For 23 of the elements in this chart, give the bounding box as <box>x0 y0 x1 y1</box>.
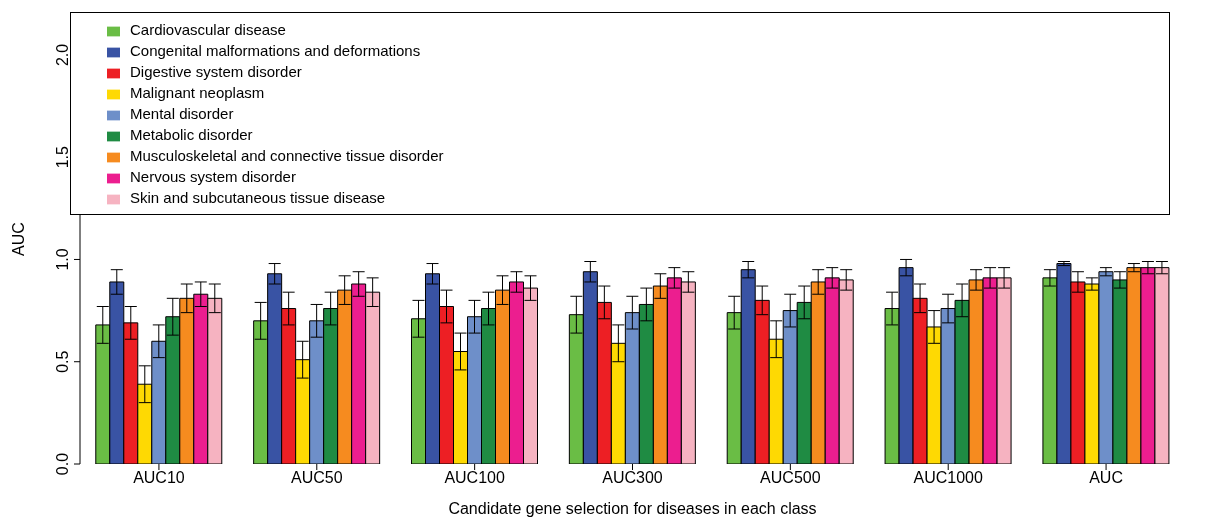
legend-label: Malignant neoplasm <box>130 84 265 101</box>
y-axis-title: AUC <box>9 222 27 256</box>
x-tick-label: AUC50 <box>291 469 343 487</box>
legend-label: Musculoskeletal and connective tissue disorder <box>130 147 444 164</box>
legend-label: Cardiovascular disease <box>130 21 286 38</box>
y-tick-label: 2.0 <box>54 43 71 67</box>
x-tick-label: AUC300 <box>602 469 663 487</box>
x-tick-label: AUC500 <box>760 469 821 487</box>
legend-label: Digestive system disorder <box>130 63 302 80</box>
x-tick-label: AUC100 <box>444 469 505 487</box>
legend-label: Nervous system disorder <box>130 168 296 185</box>
legend-label: Mental disorder <box>130 105 234 122</box>
x-tick-label: AUC <box>1089 469 1123 487</box>
y-tick-label: 0.5 <box>54 350 71 373</box>
legend-label: Skin and subcutaneous tissue disease <box>130 189 386 206</box>
y-tick-label: 1.5 <box>54 145 71 169</box>
x-tick-label: AUC1000 <box>913 469 983 487</box>
y-tick-label: 1.0 <box>54 248 71 271</box>
y-tick-label: 0.0 <box>54 452 71 476</box>
x-axis-title: Candidate gene selection for diseases in each class <box>448 500 817 517</box>
x-tick-label: AUC10 <box>133 469 185 487</box>
legend-label: Metabolic disorder <box>130 126 253 143</box>
legend-label: Congenital malformations and deformations <box>130 42 421 59</box>
